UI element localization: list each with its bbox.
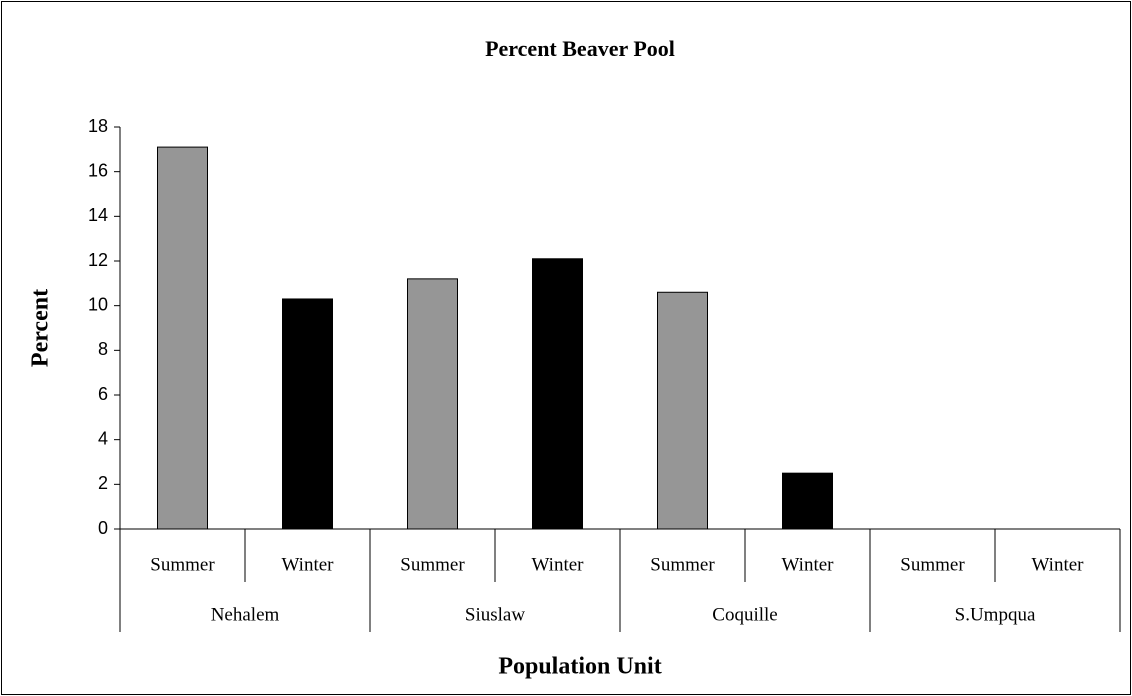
bar [532, 258, 583, 530]
bar [657, 291, 708, 530]
y-tick-label: 16 [88, 160, 108, 180]
bar [157, 146, 208, 530]
bar [282, 298, 333, 530]
x-tick-label: Winter [282, 554, 335, 575]
y-tick-label: 0 [98, 518, 108, 538]
group-label: S.Umpqua [955, 604, 1036, 625]
y-tick-label: 10 [88, 294, 108, 314]
x-tick-label: Winter [782, 554, 835, 575]
x-tick-label: Summer [400, 554, 465, 575]
y-tick-label: 6 [98, 384, 108, 404]
x-tick-label: Winter [532, 554, 585, 575]
group-label: Nehalem [211, 604, 280, 625]
y-tick-label: 2 [98, 473, 108, 493]
y-tick-label: 18 [88, 116, 108, 136]
y-tick-label: 12 [88, 250, 108, 270]
y-tick-label: 4 [98, 428, 108, 448]
y-tick-label: 8 [98, 339, 108, 359]
y-tick-label: 14 [88, 205, 108, 225]
bar [782, 472, 833, 530]
bar [407, 278, 458, 530]
y-axis-title: Percent [28, 289, 54, 367]
group-label: Siuslaw [465, 604, 525, 625]
x-tick-label: Summer [900, 554, 965, 575]
x-tick-label: Summer [150, 554, 215, 575]
x-axis-title: Population Unit [498, 654, 661, 680]
x-tick-label: Summer [650, 554, 715, 575]
chart-title: Percent Beaver Pool [485, 36, 675, 61]
group-label: Coquille [712, 604, 777, 625]
x-tick-label: Winter [1032, 554, 1085, 575]
